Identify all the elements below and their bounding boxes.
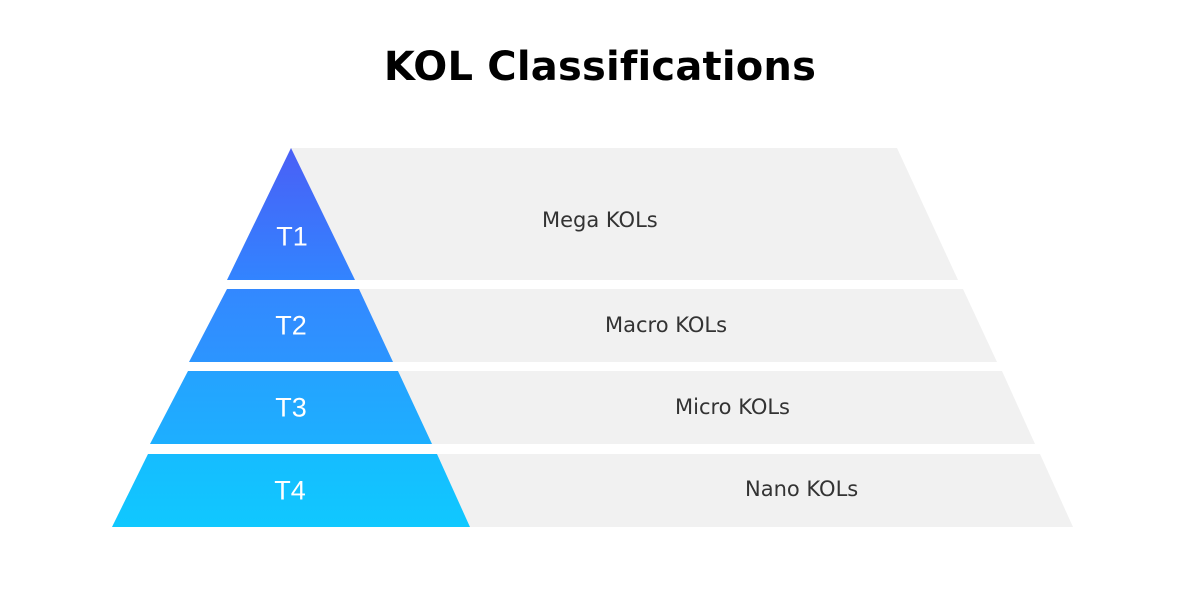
tier-1-triangle [227,148,355,280]
band-1-label: Mega KOLs [542,208,658,232]
tier-3-trapezoid [150,371,432,444]
tier-3-label: T3 [275,392,307,423]
tier-2-trapezoid [189,289,393,362]
tier-4-trapezoid [112,454,470,527]
tier-1-label: T1 [276,221,308,252]
band-2 [189,289,997,362]
band-2-label: Macro KOLs [605,313,728,337]
band-4-label: Nano KOLs [745,477,859,501]
tier-2-label: T2 [275,310,307,341]
band-1 [227,148,958,280]
tier-4-label: T4 [274,475,306,506]
page-title: KOL Classifications [383,44,817,90]
band-3-label: Micro KOLs [675,395,790,419]
